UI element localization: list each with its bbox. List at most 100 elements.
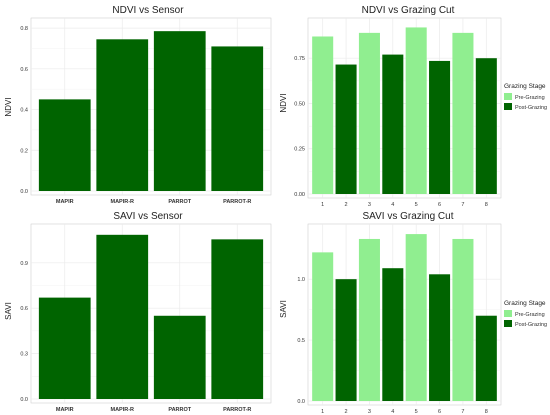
- y-axis-label: SAVI: [279, 300, 288, 318]
- legend-label-post-grazing: Post-Grazing: [515, 105, 547, 111]
- legend-swatch-post-grazing: [504, 320, 512, 327]
- x-tick-label: PARROT: [168, 199, 191, 205]
- y-axis-label: NDVI: [279, 93, 288, 112]
- x-tick-label: 7: [461, 409, 464, 415]
- chart-title: NDVI vs Grazing Cut: [362, 5, 455, 16]
- legend-label-post-grazing: Post-Grazing: [515, 322, 547, 328]
- bar-5: [405, 234, 427, 401]
- bar-8: [475, 58, 497, 194]
- x-tick-label: MAPIR-R: [110, 407, 134, 413]
- legend-swatch-pre-grazing: [504, 93, 512, 100]
- bars-layer: [38, 31, 264, 192]
- bar-parrot-r: [211, 46, 264, 192]
- plot-frame: [307, 223, 502, 406]
- plot-frame: [30, 223, 272, 404]
- x-tick-label: 2: [345, 409, 348, 415]
- y-tick-label: 0.9: [20, 261, 28, 267]
- bar-7: [452, 238, 474, 401]
- chart-title: NDVI vs Sensor: [112, 5, 184, 16]
- x-tick-label: 2: [345, 202, 348, 207]
- y-tick-label: 0.6: [20, 67, 28, 73]
- y-tick-layer: 0.0 0.2 0.4 0.6 0.8: [20, 26, 28, 195]
- x-tick-label: 4: [391, 202, 394, 207]
- x-tick-label: 8: [485, 409, 488, 415]
- x-tick-label: PARROT-R: [223, 199, 251, 205]
- y-tick-layer: 0.00 0.25 0.50 0.75: [294, 56, 305, 198]
- x-tick-layer: 1 2 3 4 5 6 7 8: [321, 202, 488, 207]
- legend-swatch-post-grazing: [504, 103, 512, 110]
- x-tick-label: 1: [321, 409, 324, 415]
- x-tick-label: 3: [368, 409, 371, 415]
- x-tick-label: MAPIR: [56, 407, 74, 413]
- x-tick-label: 8: [485, 202, 488, 207]
- bar-parrot: [153, 31, 206, 191]
- x-tick-label: 5: [415, 409, 418, 415]
- bar-6: [429, 274, 451, 401]
- y-axis-label: NDVI: [4, 97, 13, 116]
- bar-5: [405, 27, 427, 194]
- chart-savi-vs-grazing-cut-svg: SAVI vs Grazing Cut SAVI 0.0 0.5 1.0 1 2 3 4 5…: [279, 211, 547, 415]
- bar-8: [475, 315, 497, 401]
- bar-2: [335, 64, 357, 195]
- bar-1: [312, 36, 334, 195]
- y-tick-label: 0.75: [294, 56, 305, 62]
- bar-1: [312, 252, 334, 401]
- y-tick-label: 0.50: [294, 101, 305, 107]
- y-tick-label: 0.6: [20, 306, 28, 312]
- y-axis-label: SAVI: [4, 302, 13, 320]
- bar-mapir-r: [96, 234, 149, 399]
- x-tick-label: MAPIR-R: [110, 199, 134, 205]
- chart-savi-vs-sensor: SAVI vs Sensor SAVI 0.0 0.3 0.6 0.9 MAPIR MA…: [0, 207, 275, 415]
- bars-layer: [312, 234, 497, 401]
- x-tick-label: 3: [368, 202, 371, 207]
- legend-label-pre-grazing: Pre-Grazing: [515, 312, 545, 318]
- chart-title: SAVI vs Sensor: [113, 211, 183, 222]
- x-tick-label: 6: [438, 409, 441, 415]
- bar-3: [358, 238, 380, 401]
- x-tick-layer: MAPIR MAPIR-R PARROT PARROT-R: [56, 199, 252, 205]
- legend: Grazing Stage Pre-Grazing Post-Grazing: [504, 83, 547, 111]
- legend-title: Grazing Stage: [504, 83, 546, 90]
- legend-label-pre-grazing: Pre-Grazing: [515, 95, 545, 101]
- chart-ndvi-vs-sensor: NDVI vs Sensor NDVI 0.0 0.2 0.4 0.6 0.8 MAPI…: [0, 0, 275, 207]
- x-tick-label: 5: [415, 202, 418, 207]
- legend-title: Grazing Stage: [504, 300, 546, 307]
- x-tick-label: PARROT-R: [223, 407, 251, 413]
- chart-title: SAVI vs Grazing Cut: [363, 211, 454, 222]
- bar-parrot: [153, 315, 206, 399]
- plot-frame: [307, 17, 502, 199]
- y-tick-label: 0.0: [20, 397, 28, 403]
- bar-2: [335, 279, 357, 401]
- x-tick-label: 1: [321, 202, 324, 207]
- bar-6: [429, 60, 451, 194]
- bar-4: [382, 268, 404, 401]
- bar-mapir-r: [96, 39, 149, 192]
- bar-mapir: [38, 297, 91, 399]
- y-tick-label: 0.8: [20, 26, 28, 32]
- y-tick-label: 0.2: [20, 148, 28, 154]
- x-tick-label: 7: [461, 202, 464, 207]
- bar-mapir: [38, 99, 91, 191]
- y-tick-label: 0.0: [297, 399, 305, 405]
- bars-layer: [38, 234, 264, 399]
- bar-4: [382, 54, 404, 194]
- chart-ndvi-vs-grazing-cut-svg: NDVI vs Grazing Cut NDVI 0.00 0.25 0.50 0.7…: [279, 5, 547, 207]
- x-tick-label: MAPIR: [56, 199, 74, 205]
- chart-ndvi-vs-grazing-cut: NDVI vs Grazing Cut NDVI 0.00 0.25 0.50 0.7…: [275, 0, 550, 207]
- bar-3: [358, 32, 380, 194]
- y-tick-layer: 0.0 0.5 1.0: [297, 277, 305, 405]
- bars-layer: [312, 27, 497, 195]
- y-tick-label: 0.5: [297, 338, 305, 344]
- y-tick-label: 0.0: [20, 189, 28, 195]
- chart-ndvi-vs-sensor-svg: NDVI vs Sensor NDVI 0.0 0.2 0.4 0.6 0.8 MAPI…: [4, 5, 272, 205]
- x-tick-label: 4: [391, 409, 394, 415]
- bar-parrot-r: [211, 239, 264, 399]
- y-tick-label: 1.0: [297, 277, 305, 283]
- x-tick-layer: 1 2 3 4 5 6 7 8: [321, 409, 488, 415]
- bar-7: [452, 32, 474, 194]
- y-tick-label: 0.00: [294, 192, 305, 198]
- x-tick-label: 6: [438, 202, 441, 207]
- y-tick-label: 0.25: [294, 147, 305, 153]
- plot-frame: [30, 17, 272, 196]
- chart-savi-vs-grazing-cut: SAVI vs Grazing Cut SAVI 0.0 0.5 1.0 1 2 3 4 5…: [275, 207, 550, 415]
